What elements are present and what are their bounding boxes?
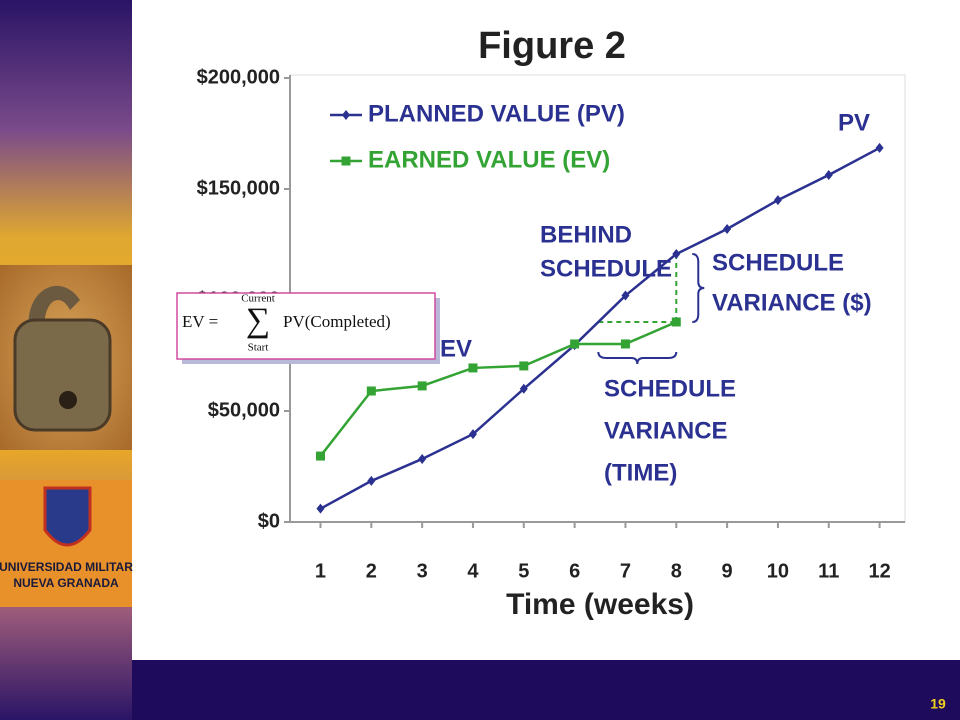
point [671,317,681,327]
point [366,386,376,396]
annotation: SCHEDULE [540,255,672,282]
formula-sigma: ∑ [246,302,270,339]
x-tick-label: 5 [518,560,529,582]
series-line [319,146,881,510]
point [367,475,376,486]
annotation: EV [440,335,472,362]
x-tick-label: 1 [315,560,326,582]
slide-number: 19 [930,696,946,712]
x-tick-label: 4 [467,560,479,582]
point [570,339,580,349]
point [723,223,732,234]
plot: $0$50,000$100,000$150,000$200,0001234567… [197,66,906,582]
chart-title: Figure 2 [478,25,626,67]
annotation: VARIANCE [604,417,728,444]
series-line [319,320,677,457]
point [875,142,884,153]
formula-lhs: EV = [182,312,218,331]
logo-text: UNIVERSIDAD MILITAR [0,560,133,574]
x-tick-label: 3 [417,560,428,582]
footer-bar [132,660,960,720]
legend-marker [342,110,350,120]
point [620,339,630,349]
point [418,453,427,464]
logo-shield [43,486,92,547]
formula-rhs: PV(Completed) [283,312,391,331]
x-tick-label: 12 [868,560,890,582]
formula-upper: Current [241,293,275,305]
point [519,361,529,371]
y-tick-label: $200,000 [197,66,280,88]
point [519,383,528,394]
x-tick-label: 7 [620,560,631,582]
brace [692,253,705,323]
x-tick-label: 9 [722,560,733,582]
annotation: VARIANCE ($) [712,289,872,316]
point [468,363,478,373]
point [316,503,325,514]
brace [597,351,678,365]
y-tick-label: $50,000 [208,399,280,421]
x-tick-label: 2 [366,560,377,582]
formula-box: EV = ∑ Current Start PV(Completed) [176,292,440,364]
point [824,170,833,181]
point [315,451,325,461]
point [773,195,782,206]
annotation: PV [838,109,870,136]
x-tick-label: 10 [767,560,789,582]
point [672,249,681,260]
annotation: BEHIND [540,221,632,248]
x-tick-label: 8 [671,560,682,582]
formula-lower: Start [248,342,269,354]
annotation: SCHEDULE [604,375,736,402]
point [621,290,630,301]
legend-label: EARNED VALUE (EV) [368,146,610,173]
annotation: SCHEDULE [712,249,844,276]
legend-marker [341,156,351,166]
y-tick-label: $150,000 [197,177,280,199]
x-axis-label: Time (weeks) [506,588,694,621]
y-tick-label: $0 [258,510,280,532]
legend-label: PLANNED VALUE (PV) [368,100,625,127]
logo-text: NUEVA GRANADA [13,576,119,590]
annotation: (TIME) [604,459,677,486]
x-tick-label: 11 [818,560,839,582]
point [468,429,477,440]
point [417,381,427,391]
x-tick-label: 6 [569,560,580,582]
lock-image [0,265,132,450]
